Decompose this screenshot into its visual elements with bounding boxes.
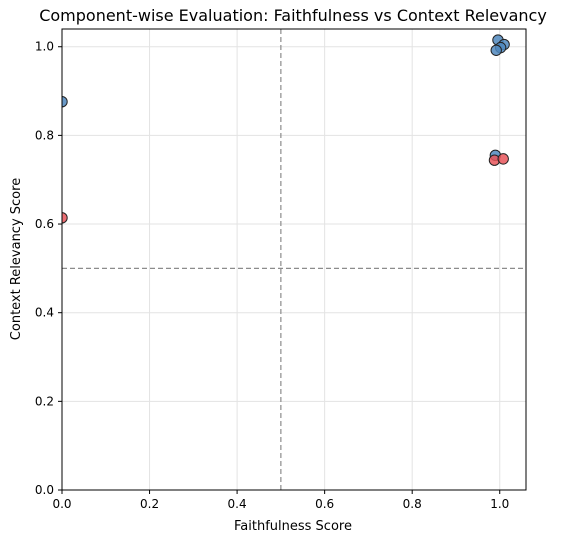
plot-frame xyxy=(61,28,527,491)
data-points xyxy=(62,34,510,224)
x-tick-label: 1.0 xyxy=(490,497,509,511)
x-tick-label: 0.2 xyxy=(140,497,159,511)
y-tick-label: 0.0 xyxy=(35,483,54,497)
chart-title: Component-wise Evaluation: Faithfulness … xyxy=(39,6,547,25)
x-tick-label: 0.4 xyxy=(228,497,247,511)
scatter-point xyxy=(497,153,509,165)
y-tick-label: 1.0 xyxy=(35,40,54,54)
x-tick-label: 0.6 xyxy=(315,497,334,511)
scatter-point xyxy=(62,95,68,108)
y-axis-label: Context Relevancy Score xyxy=(9,178,24,340)
y-tick-label: 0.6 xyxy=(35,217,54,231)
y-tick-label: 0.4 xyxy=(35,306,54,320)
scatter-point xyxy=(490,44,502,56)
reference-lines xyxy=(62,29,526,490)
y-axis-ticks: 0.0 0.2 0.4 0.6 0.8 1.0 xyxy=(35,40,62,497)
y-tick-label: 0.8 xyxy=(35,128,54,142)
x-axis-ticks: 0.0 0.2 0.4 0.6 0.8 1.0 xyxy=(52,490,509,511)
scatter-point xyxy=(62,212,68,224)
y-tick-label: 0.2 xyxy=(35,394,54,408)
x-axis-label: Faithfulness Score xyxy=(234,519,352,534)
x-tick-label: 0.8 xyxy=(403,497,422,511)
grid-lines xyxy=(61,29,526,491)
x-tick-label: 0.0 xyxy=(52,497,71,511)
